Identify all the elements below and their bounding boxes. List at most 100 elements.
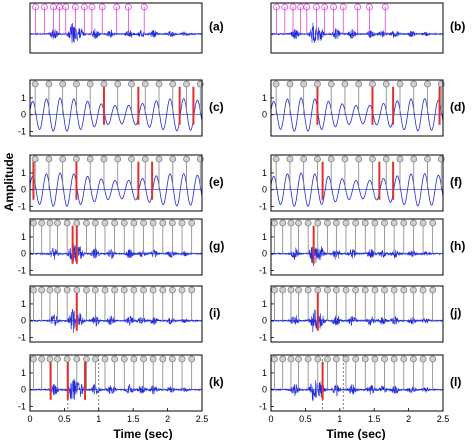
epoch-marker	[314, 355, 322, 363]
epoch-marker	[355, 80, 363, 88]
epoch-marker	[287, 219, 295, 227]
epoch-marker	[169, 155, 177, 163]
y-tick-label: 0	[21, 110, 26, 120]
epoch-marker	[429, 355, 437, 363]
epoch-marker	[324, 355, 331, 363]
epoch-marker	[80, 3, 88, 11]
epoch-marker	[120, 219, 128, 227]
epoch-marker	[314, 219, 322, 227]
signal-line	[270, 22, 444, 44]
panel-label: (a)	[209, 20, 224, 34]
epoch-marker	[111, 355, 119, 363]
plot-frame	[29, 2, 203, 54]
epoch-marker	[83, 286, 90, 294]
epoch-marker	[382, 80, 390, 88]
signal-line	[270, 246, 444, 267]
epoch-marker	[304, 355, 312, 363]
epoch-marker	[45, 155, 53, 163]
epoch-marker	[352, 219, 360, 227]
epoch-marker	[130, 219, 138, 227]
epoch-marker	[324, 219, 331, 227]
epoch-marker	[38, 286, 46, 294]
epoch-marker	[32, 3, 39, 11]
epoch-marker	[341, 80, 349, 88]
epoch-marker	[271, 219, 278, 227]
epoch-marker	[130, 355, 138, 363]
epoch-marker	[120, 286, 128, 294]
epoch-marker	[400, 286, 408, 294]
epoch-marker	[371, 286, 379, 294]
epoch-marker	[355, 155, 363, 163]
panel-label: (h)	[450, 239, 465, 253]
epoch-marker	[130, 286, 138, 294]
panel-label: (i)	[209, 306, 220, 320]
x-axis-label-right: Time (sec)	[326, 427, 385, 440]
epoch-marker	[342, 355, 350, 363]
epoch-marker	[91, 355, 99, 363]
epoch-marker	[63, 219, 71, 227]
epoch-marker	[73, 219, 81, 227]
epoch-marker	[140, 355, 147, 363]
epoch-marker	[371, 219, 379, 227]
epoch-marker	[88, 3, 96, 11]
epoch-marker	[342, 219, 350, 227]
epoch-marker	[114, 155, 122, 163]
epoch-marker	[149, 355, 157, 363]
epoch-marker	[30, 355, 37, 363]
epoch-marker	[149, 219, 157, 227]
panel-label: (l)	[450, 375, 461, 389]
y-axis-label: Amplitude	[2, 152, 16, 211]
panel-k: 10-10 0.5 1 1.5 2 2.5(k)	[18, 354, 224, 424]
epoch-marker	[410, 80, 418, 88]
epoch-marker	[38, 219, 46, 227]
y-tick-label: -1	[259, 402, 267, 412]
epoch-marker	[128, 80, 135, 88]
signal-line	[270, 380, 444, 402]
panel-d: 1 0 (d)	[262, 79, 465, 137]
epoch-marker	[83, 219, 90, 227]
epoch-marker	[169, 355, 176, 363]
x-tick-label: 0	[27, 414, 32, 424]
epoch-marker	[73, 286, 81, 294]
epoch-marker	[314, 80, 321, 88]
epoch-marker	[31, 155, 39, 163]
y-tick-label: 1	[21, 93, 26, 103]
epoch-marker	[341, 155, 349, 163]
epoch-marker	[188, 286, 196, 294]
panel-label: (j)	[450, 306, 461, 320]
epoch-marker	[101, 355, 109, 363]
signal-line	[29, 97, 203, 132]
y-tick-label: -1	[259, 333, 267, 343]
y-tick-label: 0	[262, 249, 267, 259]
epoch-marker	[295, 286, 302, 294]
plot-frame	[270, 154, 444, 212]
epoch-marker	[86, 155, 94, 163]
epoch-marker	[72, 3, 79, 11]
epoch-marker	[410, 155, 418, 163]
epoch-marker	[91, 286, 99, 294]
epoch-marker	[54, 219, 61, 227]
epoch-marker	[183, 80, 190, 88]
y-tick-label: 1	[21, 168, 26, 178]
epoch-marker	[279, 219, 287, 227]
panel-label: (b)	[450, 20, 465, 34]
y-tick-label: -1	[18, 333, 26, 343]
panel-f: 1 0 -1 (f)	[259, 154, 462, 212]
signal-line	[270, 97, 444, 132]
epoch-marker	[272, 155, 280, 163]
y-tick-label: 1	[262, 232, 267, 242]
epoch-marker	[410, 355, 417, 363]
epoch-marker	[279, 355, 287, 363]
epoch-marker	[327, 155, 335, 163]
epoch-marker	[30, 219, 37, 227]
y-tick-label: -1	[18, 266, 26, 276]
epoch-marker	[361, 219, 369, 227]
epoch-marker	[159, 219, 167, 227]
epoch-marker	[91, 219, 99, 227]
epoch-marker	[342, 286, 350, 294]
panel-e: 1 0 -1 (e)	[18, 154, 224, 212]
signal-line	[29, 378, 203, 400]
epoch-marker	[73, 80, 80, 88]
epoch-marker	[188, 355, 196, 363]
epoch-marker	[113, 3, 121, 11]
